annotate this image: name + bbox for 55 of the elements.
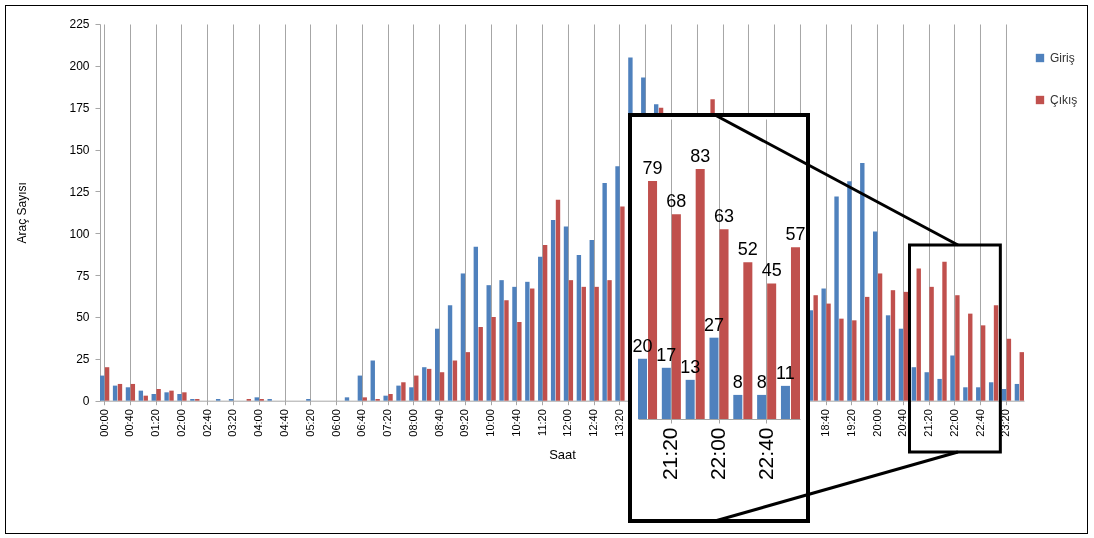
x-tick-label: 12:40	[587, 409, 600, 437]
y-tick-label: 150	[69, 143, 90, 158]
x-tick-label: 18:40	[819, 409, 832, 437]
x-tick-label: 22:00	[706, 427, 729, 481]
data-label: 8	[732, 371, 743, 392]
x-tick-label: 21:20	[658, 427, 682, 481]
y-axis-title: Araç Sayısı	[15, 182, 30, 244]
data-label: 68	[666, 191, 687, 212]
y-tick-label: 125	[69, 184, 90, 199]
y-tick-label: 0	[82, 394, 90, 409]
x-tick-label: 20:00	[870, 409, 883, 437]
x-tick-label: 08:00	[406, 409, 419, 437]
x-tick-label: 12:00	[561, 409, 574, 437]
data-label: 52	[737, 239, 758, 260]
data-label: 79	[642, 158, 663, 179]
x-tick-label: 01:20	[149, 409, 162, 437]
x-tick-label: 02:40	[200, 409, 213, 437]
x-tick-label: 22:40	[973, 409, 986, 437]
x-tick-label: 19:20	[844, 409, 857, 437]
y-tick-label: 200	[69, 59, 90, 74]
y-tick-label: 225	[69, 17, 90, 32]
x-tick-label: 10:40	[509, 409, 522, 437]
x-tick-label: 22:40	[753, 427, 777, 481]
data-label: 57	[785, 224, 806, 245]
x-tick-label: 03:20	[226, 409, 239, 437]
x-tick-label: 09:20	[458, 409, 471, 437]
data-label: 83	[690, 146, 711, 166]
data-label: 8	[756, 371, 767, 392]
x-tick-label: 07:20	[381, 409, 394, 437]
y-tick-label: 175	[69, 101, 90, 116]
x-tick-label: 04:00	[252, 409, 265, 437]
y-tick-label: 50	[76, 310, 90, 325]
x-tick-label: 13:20	[612, 409, 625, 437]
x-tick-label: 22:00	[947, 409, 960, 437]
x-tick-label: 00:00	[97, 409, 110, 437]
x-axis-title: Saat	[549, 446, 577, 462]
x-tick-label: 08:40	[432, 409, 445, 437]
y-tick-label: 75	[76, 268, 90, 283]
x-tick-label: 06:40	[355, 409, 368, 437]
data-label: 45	[761, 260, 782, 281]
x-tick-label: 10:00	[484, 409, 497, 437]
x-tick-label: 04:40	[278, 409, 291, 437]
x-tick-label: 20:40	[896, 409, 909, 437]
x-tick-label: 11:20	[535, 409, 548, 436]
y-tick-label: 25	[76, 352, 90, 367]
x-tick-label: 05:20	[303, 409, 316, 437]
legend-label: Çıkış	[1049, 93, 1078, 107]
data-label: 63	[714, 206, 735, 227]
x-tick-label: 00:40	[123, 409, 136, 437]
y-tick-label: 100	[69, 226, 90, 241]
x-tick-label: 23:20	[999, 409, 1012, 437]
x-tick-label: 02:00	[174, 409, 187, 437]
x-tick-label: 21:20	[922, 409, 935, 437]
x-tick-label: 06:00	[329, 409, 342, 437]
legend-label: Giriş	[1049, 51, 1075, 65]
